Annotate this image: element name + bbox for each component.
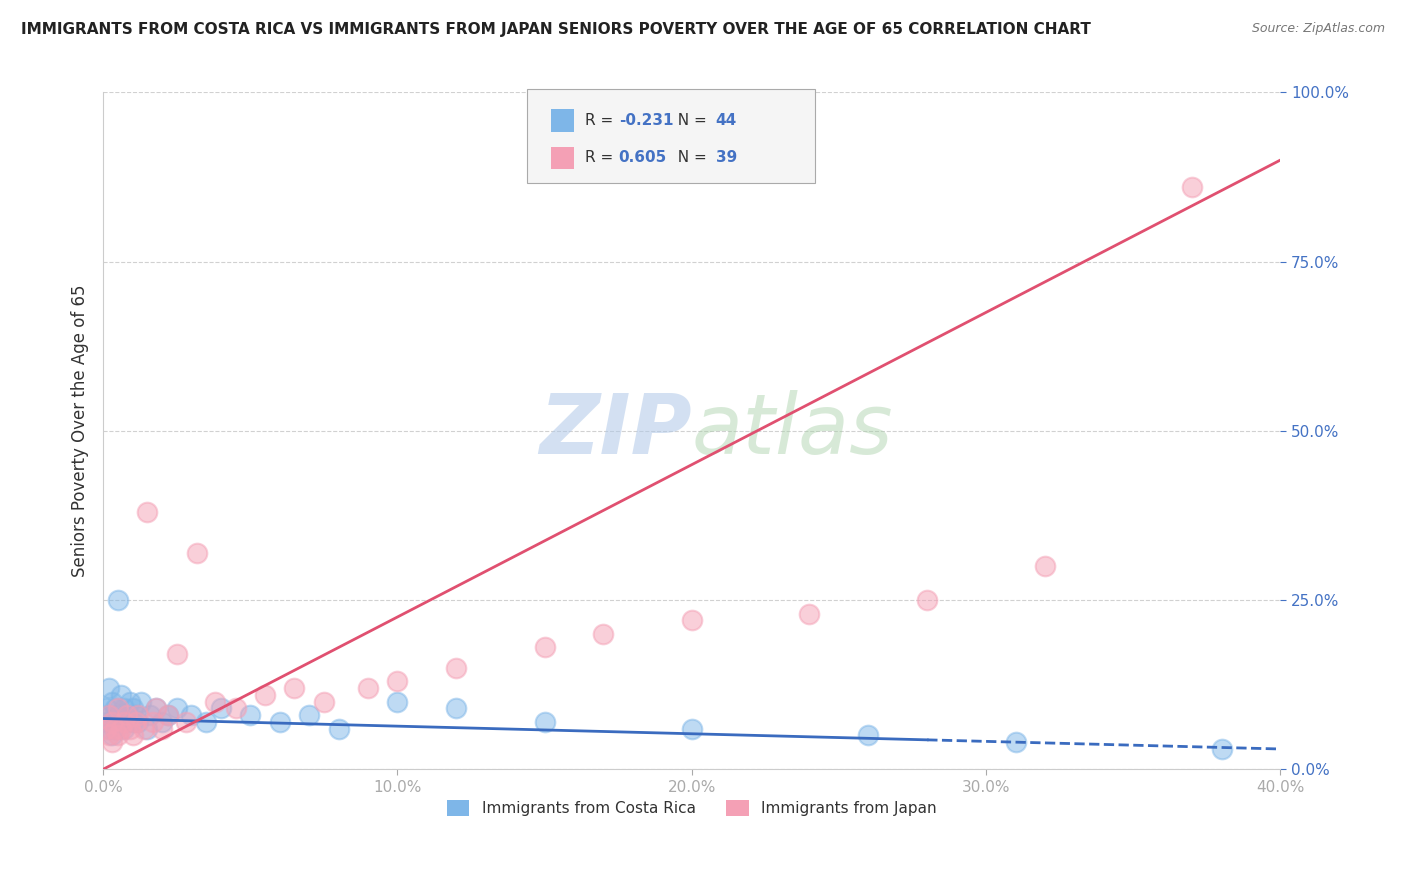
- Point: [1211, 742, 1233, 756]
- Point: [253, 688, 276, 702]
- Point: [166, 701, 188, 715]
- Point: [101, 714, 124, 729]
- Point: [104, 722, 127, 736]
- Text: -0.231: -0.231: [619, 113, 673, 128]
- Point: [174, 714, 197, 729]
- Point: [118, 722, 141, 736]
- Text: 0.605: 0.605: [619, 151, 666, 165]
- Point: [446, 701, 468, 715]
- Point: [124, 714, 146, 729]
- Point: [298, 708, 321, 723]
- Point: [1181, 180, 1204, 194]
- Point: [387, 695, 409, 709]
- Point: [145, 701, 167, 715]
- Point: [156, 708, 179, 723]
- Point: [94, 701, 117, 715]
- Point: [107, 701, 129, 715]
- Text: atlas: atlas: [692, 391, 893, 471]
- Point: [115, 708, 138, 723]
- Point: [101, 695, 124, 709]
- Point: [166, 647, 188, 661]
- Point: [204, 695, 226, 709]
- Point: [312, 695, 335, 709]
- Text: R =: R =: [585, 113, 619, 128]
- Point: [112, 714, 135, 729]
- Point: [98, 722, 121, 736]
- Point: [209, 701, 232, 715]
- Point: [98, 729, 121, 743]
- Point: [101, 729, 124, 743]
- Text: IMMIGRANTS FROM COSTA RICA VS IMMIGRANTS FROM JAPAN SENIORS POVERTY OVER THE AGE: IMMIGRANTS FROM COSTA RICA VS IMMIGRANTS…: [21, 22, 1091, 37]
- Point: [799, 607, 821, 621]
- Point: [115, 708, 138, 723]
- Text: R =: R =: [585, 151, 619, 165]
- Point: [131, 695, 153, 709]
- Point: [107, 708, 129, 723]
- Text: N =: N =: [668, 151, 711, 165]
- Point: [118, 695, 141, 709]
- Point: [1033, 559, 1056, 574]
- Point: [124, 708, 146, 723]
- Point: [681, 613, 703, 627]
- Point: [115, 714, 138, 729]
- Point: [283, 681, 305, 695]
- Point: [446, 661, 468, 675]
- Point: [150, 714, 173, 729]
- Text: Source: ZipAtlas.com: Source: ZipAtlas.com: [1251, 22, 1385, 36]
- Point: [533, 714, 555, 729]
- Point: [592, 627, 614, 641]
- Text: N =: N =: [668, 113, 711, 128]
- Point: [142, 714, 165, 729]
- Point: [139, 708, 162, 723]
- Y-axis label: Seniors Poverty Over the Age of 65: Seniors Poverty Over the Age of 65: [72, 285, 89, 577]
- Point: [180, 708, 202, 723]
- Point: [225, 701, 247, 715]
- Point: [858, 729, 880, 743]
- Point: [387, 674, 409, 689]
- Point: [136, 722, 159, 736]
- Point: [328, 722, 350, 736]
- Point: [110, 714, 132, 729]
- Point: [112, 701, 135, 715]
- Point: [107, 593, 129, 607]
- Point: [134, 722, 156, 736]
- Point: [104, 722, 127, 736]
- Point: [101, 714, 124, 729]
- Point: [136, 505, 159, 519]
- Text: ZIP: ZIP: [538, 391, 692, 471]
- Point: [269, 714, 291, 729]
- Point: [127, 708, 149, 723]
- Point: [98, 681, 121, 695]
- Point: [121, 701, 143, 715]
- Point: [915, 593, 938, 607]
- Point: [98, 708, 121, 723]
- Text: 44: 44: [716, 113, 737, 128]
- Point: [121, 729, 143, 743]
- Point: [110, 688, 132, 702]
- Point: [145, 701, 167, 715]
- Point: [110, 722, 132, 736]
- Point: [112, 722, 135, 736]
- Point: [1004, 735, 1026, 749]
- Point: [107, 729, 129, 743]
- Point: [186, 546, 208, 560]
- Point: [195, 714, 218, 729]
- Point: [533, 640, 555, 655]
- Point: [150, 722, 173, 736]
- Point: [101, 735, 124, 749]
- Legend: Immigrants from Costa Rica, Immigrants from Japan: Immigrants from Costa Rica, Immigrants f…: [440, 795, 943, 822]
- Point: [239, 708, 262, 723]
- Text: 39: 39: [716, 151, 737, 165]
- Point: [156, 708, 179, 723]
- Point: [98, 708, 121, 723]
- Point: [681, 722, 703, 736]
- Point: [94, 722, 117, 736]
- Point: [121, 714, 143, 729]
- Point: [357, 681, 380, 695]
- Point: [104, 701, 127, 715]
- Point: [94, 714, 117, 729]
- Point: [127, 714, 149, 729]
